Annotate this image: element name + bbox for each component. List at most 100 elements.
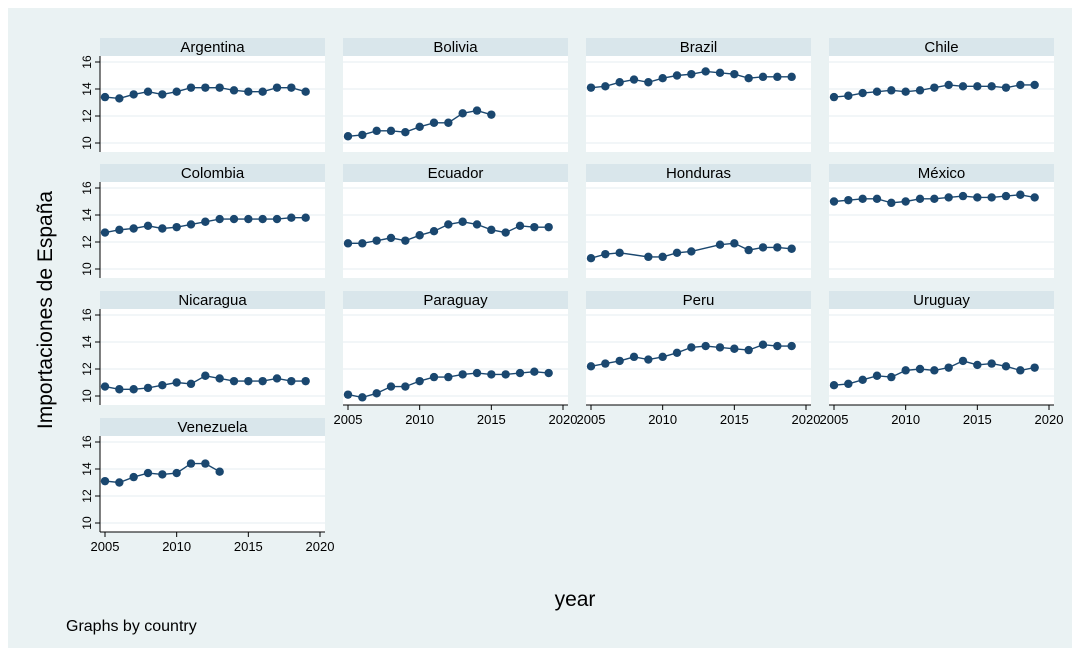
data-point	[915, 194, 925, 203]
data-point	[287, 376, 296, 386]
data-point	[272, 214, 282, 224]
data-point	[1001, 362, 1011, 371]
data-point	[301, 376, 310, 386]
data-point	[944, 193, 953, 202]
data-point	[687, 343, 696, 352]
data-point	[472, 106, 482, 115]
plot-area	[343, 309, 568, 405]
data-point	[401, 128, 410, 137]
panel-mexico: México	[829, 164, 1054, 278]
data-point	[372, 389, 381, 398]
data-point	[172, 468, 181, 478]
x-tick-label: 2020	[549, 412, 578, 427]
data-point	[343, 390, 353, 399]
data-point	[258, 376, 267, 386]
data-point	[901, 87, 910, 96]
data-point	[829, 197, 839, 206]
data-point	[1016, 190, 1025, 199]
x-tick-label: 2020	[1035, 412, 1064, 427]
y-tick-label: 14	[80, 82, 94, 96]
panel-title: Venezuela	[177, 419, 248, 436]
data-point	[401, 382, 410, 391]
y-tick-label: 12	[80, 489, 94, 503]
panel-title: Honduras	[666, 165, 731, 182]
data-point	[744, 245, 753, 255]
data-point	[1030, 80, 1039, 90]
plot-area	[586, 309, 811, 405]
panel-strip	[829, 164, 1054, 182]
data-point	[715, 343, 725, 352]
y-tick-label: 10	[80, 389, 94, 403]
data-point	[143, 221, 153, 230]
y-tick-label: 14	[80, 335, 94, 349]
panel-chile: Chile	[829, 38, 1054, 152]
panel-colombia: Colombia 10 12 14 16	[80, 164, 325, 278]
data-point	[458, 370, 467, 379]
panel-peru: Peru 2005 2010 2015 2020	[577, 291, 820, 427]
data-point	[358, 393, 367, 402]
data-point	[872, 194, 882, 203]
panel-uruguay: Uruguay 2005 2010 2015 2020	[820, 291, 1064, 427]
data-point	[515, 221, 525, 230]
data-point	[586, 83, 596, 92]
data-point	[129, 472, 138, 482]
y-tick-label: 10	[80, 516, 94, 530]
panel-strip	[343, 164, 568, 182]
data-point	[901, 366, 910, 375]
data-point	[386, 126, 396, 136]
data-point	[672, 348, 682, 357]
data-point	[458, 217, 467, 226]
data-point	[472, 220, 482, 229]
data-point	[158, 224, 167, 233]
data-point	[201, 371, 210, 380]
panel-strip	[100, 164, 325, 182]
data-point	[244, 376, 253, 386]
panel-strip	[586, 38, 811, 56]
x-tick-label: 2015	[234, 539, 263, 554]
data-point	[158, 90, 167, 99]
data-point	[930, 194, 939, 203]
data-point	[201, 217, 210, 226]
y-tick-label: 12	[80, 235, 94, 249]
data-point	[544, 368, 553, 378]
data-point	[386, 382, 396, 391]
data-point	[829, 92, 839, 102]
data-point	[444, 372, 453, 382]
data-point	[829, 381, 839, 390]
data-point	[244, 214, 253, 224]
panel-strip	[100, 291, 325, 309]
data-point	[787, 244, 796, 253]
data-point	[672, 71, 682, 80]
data-point	[844, 379, 853, 389]
x-tick-label: 2015	[720, 412, 749, 427]
data-point	[115, 94, 124, 103]
data-point	[544, 222, 553, 232]
panel-strip	[586, 291, 811, 309]
y-tick-label: 12	[80, 362, 94, 376]
data-point	[915, 86, 925, 95]
y-tick-label: 10	[80, 262, 94, 276]
data-point	[487, 225, 496, 235]
data-point	[601, 359, 610, 368]
panel-bolivia: Bolivia	[343, 38, 568, 152]
data-point	[730, 239, 739, 248]
data-point	[186, 379, 196, 389]
data-point	[287, 83, 296, 92]
data-point	[429, 372, 439, 382]
data-point	[629, 352, 639, 362]
data-point	[172, 378, 181, 387]
plot-area	[343, 182, 568, 278]
y-axis-title: Importaciones de España	[34, 191, 57, 429]
data-point	[186, 83, 196, 92]
data-point	[586, 362, 596, 371]
data-point	[872, 87, 882, 96]
data-point	[372, 126, 381, 136]
x-tick-label: 2010	[891, 412, 920, 427]
data-point	[372, 236, 381, 245]
data-point	[672, 248, 682, 257]
data-point	[701, 67, 710, 76]
data-point	[158, 381, 167, 390]
data-point	[444, 118, 453, 127]
panel-title: Bolivia	[433, 39, 478, 56]
